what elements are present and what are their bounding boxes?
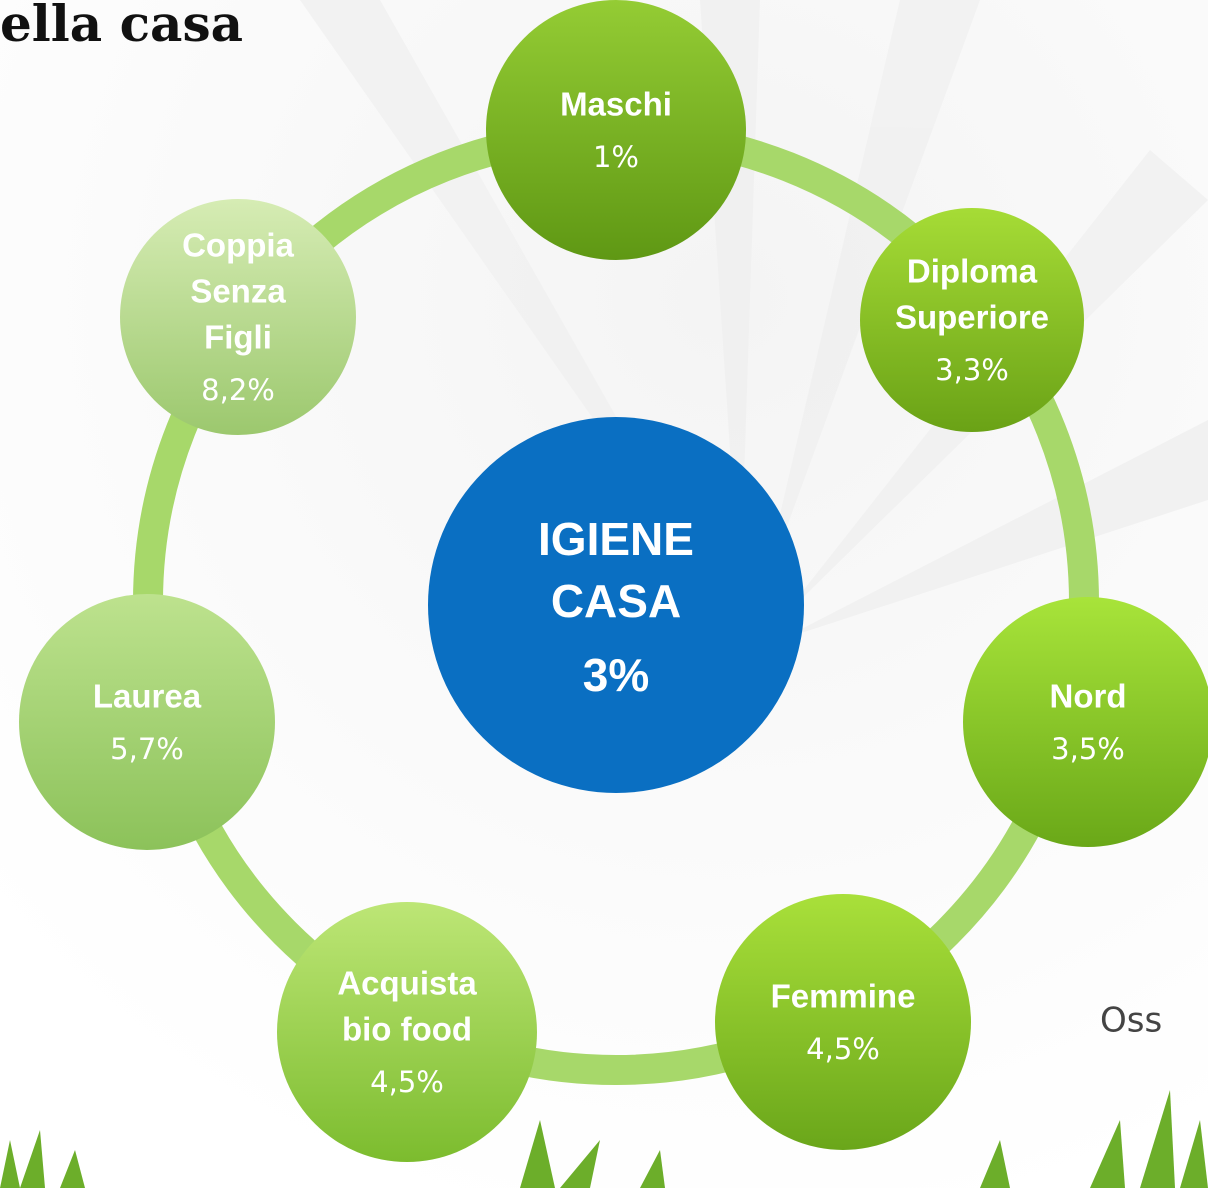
nodes: Maschi 1% Diploma Superiore 3,3% Nord 3,5% Femm… (19, 0, 1208, 1162)
node-circle (120, 199, 356, 435)
grass (0, 1090, 1208, 1188)
node-label: Nord (1050, 678, 1127, 715)
title: ella casa (0, 0, 243, 53)
node-value: 5,7% (110, 732, 184, 766)
center-node-circle (428, 417, 804, 793)
node-value: 1% (593, 140, 639, 174)
node-circle (19, 594, 275, 850)
node: Nord 3,5% (963, 597, 1208, 847)
node-value: 8,2% (201, 373, 275, 407)
node-label: Superiore (895, 299, 1049, 336)
node-circle (715, 894, 971, 1150)
node-label: Diploma (907, 253, 1038, 290)
node-circle (963, 597, 1208, 847)
node-circle (277, 902, 537, 1162)
node: Diploma Superiore 3,3% (860, 208, 1084, 432)
footer-text: Oss (1100, 1001, 1162, 1041)
node-circle (486, 0, 746, 260)
node: Laurea 5,7% (19, 594, 275, 850)
node-label: Maschi (560, 86, 672, 123)
node-label: Senza (190, 273, 286, 310)
center-node: IGIENE CASA 3% (428, 417, 804, 793)
center-node-value: 3% (583, 649, 649, 701)
node: Coppia Senza Figli 8,2% (120, 199, 356, 435)
node-label: Acquista (337, 965, 477, 1002)
node: Femmine 4,5% (715, 894, 971, 1150)
center-node-label: IGIENE (538, 513, 694, 565)
node-label: bio food (342, 1011, 472, 1048)
center-node-label: CASA (551, 575, 681, 627)
node-label: Figli (204, 319, 272, 356)
node-value: 3,5% (1051, 732, 1125, 766)
node-label: Femmine (771, 978, 916, 1015)
node-value: 4,5% (806, 1032, 880, 1066)
node: Acquista bio food 4,5% (277, 902, 537, 1162)
node-value: 4,5% (370, 1065, 444, 1099)
node-circle (860, 208, 1084, 432)
node-value: 3,3% (935, 353, 1009, 387)
node-label: Coppia (182, 227, 294, 264)
node-label: Laurea (93, 678, 202, 715)
node: Maschi 1% (486, 0, 746, 260)
